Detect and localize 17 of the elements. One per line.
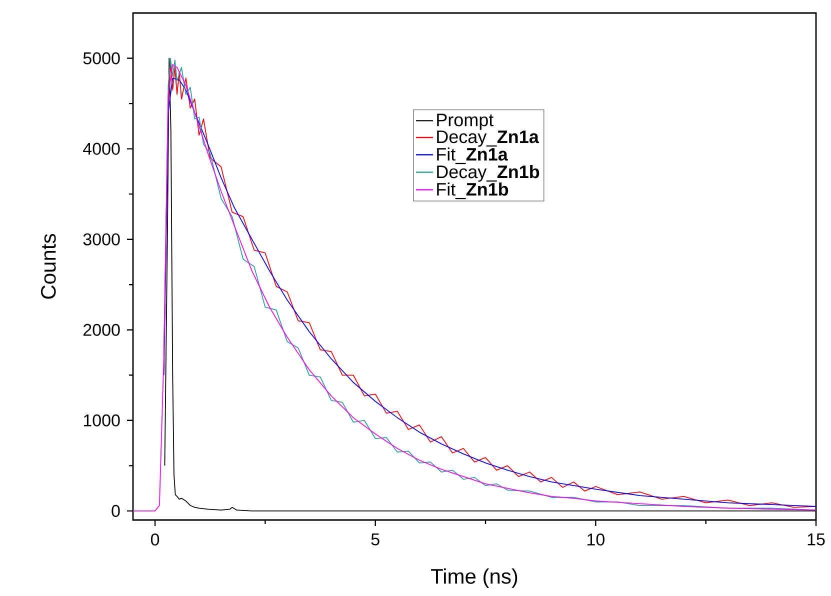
y-tick-label: 1000 bbox=[84, 414, 120, 426]
y-tick-label: 2000 bbox=[84, 324, 120, 336]
legend-label: Prompt bbox=[437, 114, 494, 130]
y-tick-label: 4000 bbox=[83, 142, 120, 155]
y-axis-title: Counts bbox=[40, 234, 56, 299]
y-tick-label: 3000 bbox=[83, 233, 120, 246]
legend-label: Fit_Zn1a bbox=[437, 147, 508, 164]
x-tick-label: 0 bbox=[150, 534, 160, 546]
y-tick-label: 5000 bbox=[83, 52, 120, 64]
x-axis-title: Time (ns) bbox=[431, 568, 518, 588]
legend-label: Decay_Zn1a bbox=[437, 130, 539, 147]
x-tick-label: 5 bbox=[371, 534, 380, 546]
x-tick-label: 10 bbox=[588, 534, 604, 546]
legend-label: Decay_Zn1b bbox=[437, 164, 540, 182]
x-tick-label: 15 bbox=[808, 534, 825, 546]
legend-label: Fit_Zn1b bbox=[437, 182, 508, 200]
y-tick-label: 0 bbox=[112, 504, 120, 517]
